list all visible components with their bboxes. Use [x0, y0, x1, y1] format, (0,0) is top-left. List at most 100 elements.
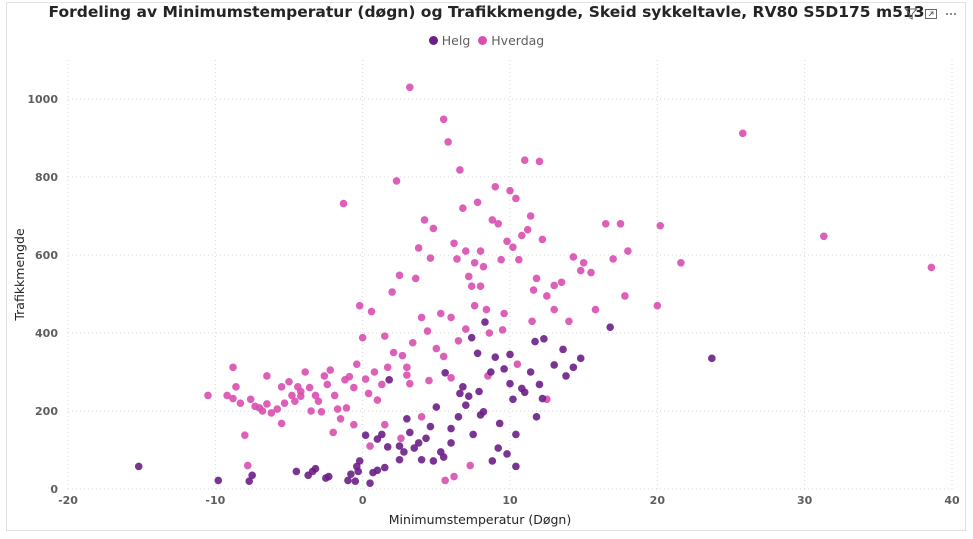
point-helg — [559, 345, 567, 354]
point-hverdag — [467, 282, 476, 291]
point-hverdag — [624, 247, 632, 255]
point-helg — [475, 387, 483, 396]
point-helg — [351, 477, 360, 486]
focus-mode-icon[interactable] — [924, 6, 938, 20]
point-hverdag — [509, 243, 517, 251]
point-hverdag — [444, 138, 452, 146]
point-hverdag — [450, 472, 458, 481]
point-hverdag — [488, 216, 497, 224]
point-hverdag — [616, 220, 625, 228]
legend-item-helg[interactable]: Helg — [428, 33, 470, 48]
point-hverdag — [323, 380, 332, 389]
point-hverdag — [373, 396, 382, 404]
point-hverdag — [236, 399, 245, 408]
legend-item-hverdag[interactable]: Hverdag — [478, 33, 544, 48]
point-hverdag — [439, 352, 448, 361]
point-helg — [569, 363, 578, 372]
point-hverdag — [456, 166, 464, 174]
point-helg — [380, 463, 389, 472]
point-helg — [385, 376, 393, 384]
point-hverdag — [366, 442, 374, 450]
point-helg — [439, 453, 448, 461]
point-hverdag — [301, 368, 310, 376]
point-hverdag — [820, 232, 828, 241]
point-helg — [576, 354, 585, 363]
point-helg — [456, 389, 464, 398]
y-axis-label: Trafikkmengde — [12, 228, 27, 322]
point-helg — [366, 479, 374, 487]
point-hverdag — [447, 374, 455, 382]
point-hverdag — [263, 372, 271, 380]
point-hverdag — [439, 115, 448, 124]
point-hverdag — [367, 307, 376, 316]
point-hverdag — [470, 259, 479, 267]
chart-title: Fordeling av Minimumstemperatur (døgn) o… — [48, 3, 925, 21]
point-helg — [506, 350, 514, 359]
point-helg — [406, 428, 414, 437]
point-hverdag — [498, 326, 507, 334]
point-helg — [383, 443, 392, 451]
point-helg — [447, 439, 455, 447]
point-hverdag — [358, 333, 367, 342]
point-hverdag — [491, 182, 500, 191]
point-hverdag — [258, 407, 267, 415]
point-hverdag — [447, 313, 455, 322]
point-hverdag — [601, 220, 610, 228]
point-hverdag — [476, 247, 485, 255]
x-tick-label: -10 — [205, 494, 225, 507]
legend-marker-helg — [428, 36, 438, 45]
point-helg — [495, 419, 504, 428]
point-helg — [426, 422, 435, 431]
point-helg — [245, 477, 254, 486]
point-hverdag — [291, 397, 299, 406]
point-hverdag — [370, 368, 379, 376]
point-hverdag — [557, 278, 566, 287]
point-helg — [400, 448, 408, 456]
point-helg — [467, 333, 476, 342]
point-helg — [500, 365, 508, 373]
point-hverdag — [330, 391, 339, 400]
point-helg — [532, 413, 541, 421]
point-hverdag — [263, 400, 271, 408]
point-hverdag — [403, 371, 411, 379]
point-helg — [248, 471, 256, 480]
point-hverdag — [277, 383, 286, 391]
point-hverdag — [364, 389, 373, 398]
point-hverdag — [406, 83, 414, 92]
point-helg — [447, 424, 455, 433]
point-hverdag — [587, 268, 595, 277]
point-hverdag — [311, 391, 320, 400]
point-hverdag — [497, 255, 505, 264]
point-helg — [373, 466, 382, 475]
point-hverdag — [267, 409, 276, 417]
point-hverdag — [494, 220, 503, 228]
point-hverdag — [378, 380, 386, 389]
point-hverdag — [464, 272, 473, 281]
point-hverdag — [420, 216, 429, 224]
more-options-icon[interactable] — [944, 6, 958, 20]
point-hverdag — [241, 431, 249, 439]
point-hverdag — [339, 199, 348, 208]
x-tick-label: 20 — [650, 494, 666, 507]
point-hverdag — [526, 212, 535, 220]
point-hverdag — [355, 301, 364, 310]
point-helg — [414, 439, 423, 447]
point-helg — [410, 444, 419, 452]
filter-icon[interactable] — [904, 6, 918, 20]
point-helg — [378, 430, 386, 439]
point-helg — [708, 354, 716, 363]
point-hverdag — [653, 301, 662, 310]
point-hverdag — [320, 372, 329, 380]
point-helg — [464, 392, 473, 400]
point-helg — [361, 431, 370, 439]
point-hverdag — [453, 255, 461, 263]
point-hverdag — [550, 305, 558, 314]
point-helg — [509, 395, 517, 404]
y-tick-label: 600 — [35, 249, 58, 262]
point-helg — [344, 476, 352, 485]
point-hverdag — [345, 372, 354, 381]
point-hverdag — [232, 383, 240, 391]
point-hverdag — [550, 281, 558, 290]
point-hverdag — [383, 363, 392, 372]
point-helg — [540, 335, 548, 343]
